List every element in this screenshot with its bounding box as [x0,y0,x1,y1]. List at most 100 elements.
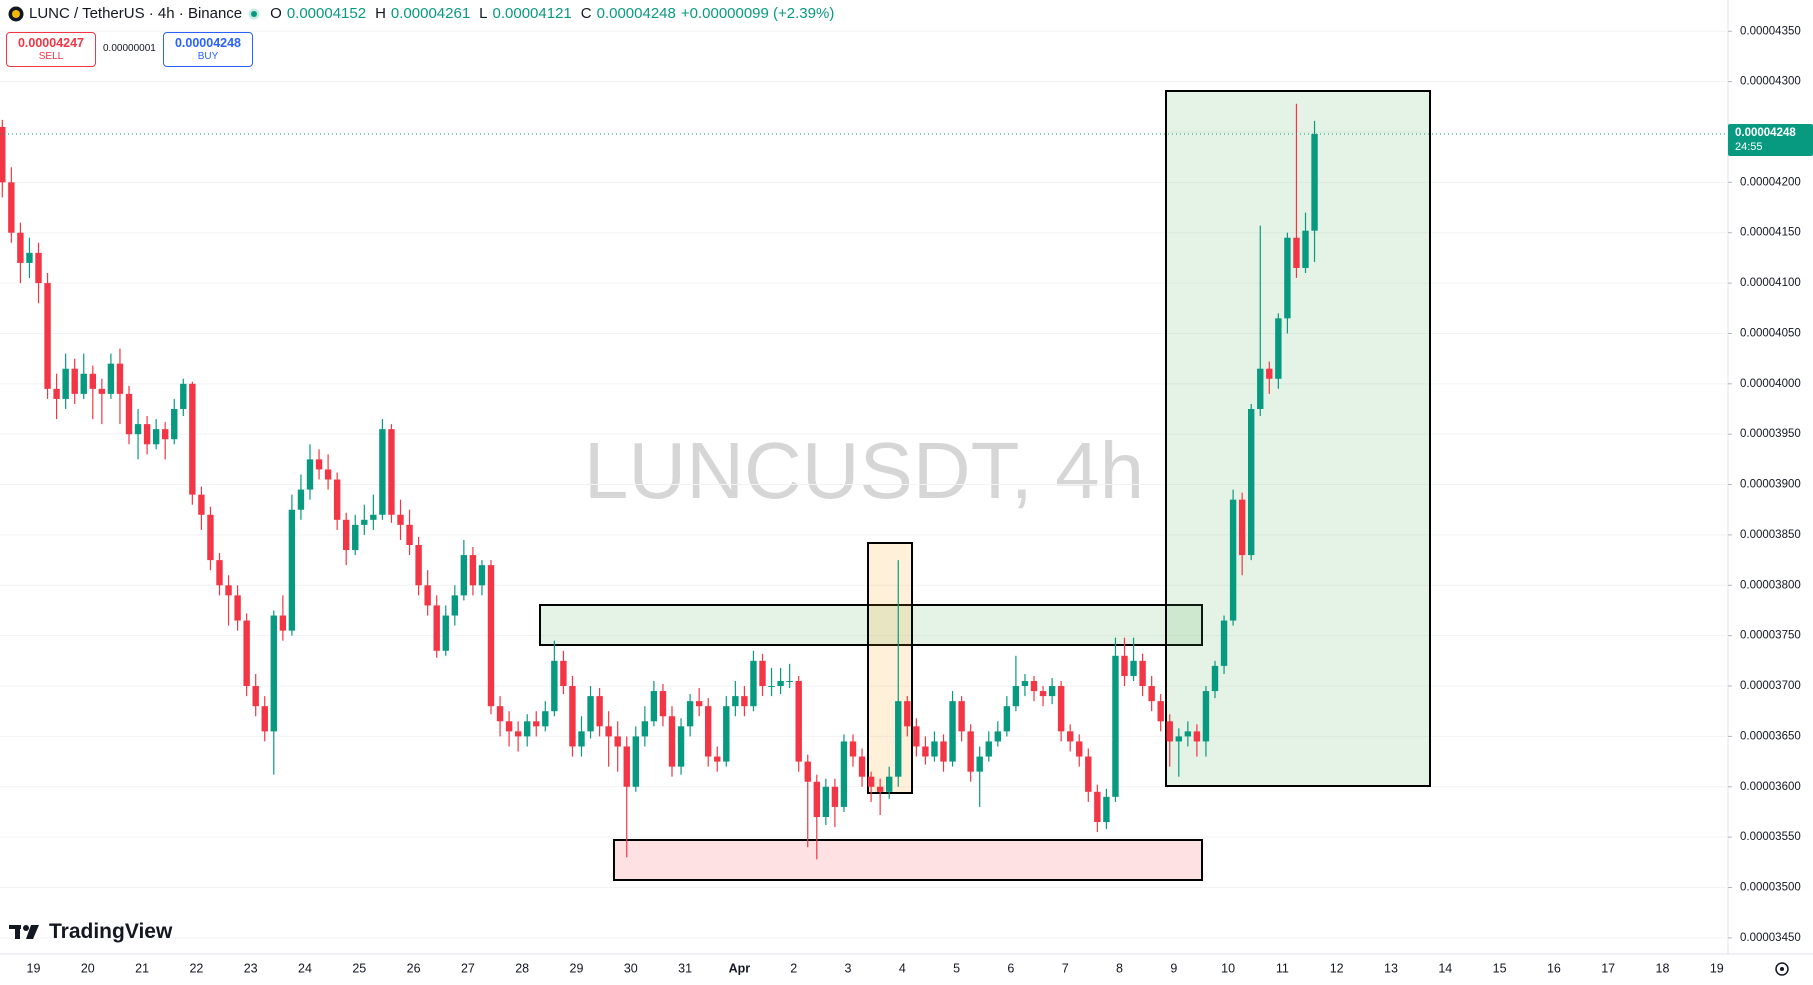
candle-body [804,761,811,782]
brand-name: TradingView [49,920,173,943]
candle-body [243,620,250,687]
candle-body [1139,660,1146,687]
x-tick-label: 10 [1221,961,1235,975]
candle-body [813,781,820,817]
candle-body [8,182,15,233]
breakout-zone [1165,90,1431,787]
candle-body [370,514,377,520]
candle-body [623,746,630,787]
candle-body [207,514,214,561]
candle-body [361,519,368,525]
spread: 0.00000001 [103,43,156,54]
buy-button[interactable]: 0.00004248 BUY [163,32,253,67]
candle-body [1229,499,1237,621]
candle-body [107,363,115,394]
y-tick-label: 0.00003600 [1740,781,1801,793]
x-tick-label: 30 [624,961,638,975]
candle-body [650,691,658,722]
candle-body [1302,230,1309,268]
candle-body [614,736,621,747]
candle-body [496,706,504,722]
candle-body [35,252,42,284]
candle-body [125,393,133,435]
y-tick-label: 0.00003950 [1740,428,1801,440]
sell-button[interactable]: 0.00004247 SELL [6,32,96,67]
candle-body [460,555,468,596]
candle-body [143,424,151,445]
candle-body [189,383,196,495]
candle-body [1067,731,1074,742]
candle-body [560,660,567,687]
candle-body [1021,680,1029,687]
candle-body [433,605,440,651]
candle-body [822,786,830,817]
candle-body [379,429,386,515]
countdown-label: 24:55 [1735,141,1763,153]
candle-body [1039,691,1047,697]
candle-body [415,544,422,586]
candle-body [388,429,395,515]
candle-body [768,686,775,688]
candle-body [1103,796,1110,823]
candle-body [867,776,875,787]
y-tick-label: 0.00003900 [1740,479,1801,491]
candle-body [171,409,178,440]
candle-body [849,741,857,757]
candle-body [1130,660,1137,676]
y-tick-label: 0.00004000 [1740,378,1801,390]
candle-body [750,660,757,707]
open-label: O [270,5,282,22]
watermark: LUNCUSDT, 4h [584,426,1144,515]
candle-body [913,726,920,747]
candle-body [777,680,784,687]
candle-body [451,595,458,616]
low-value: 0.00004121 [492,5,572,22]
candle-body [741,696,748,707]
candle-body [98,388,106,394]
candle-body [659,691,667,717]
y-tick-label: 0.00004200 [1740,176,1801,188]
candle-body [1175,736,1182,742]
candle-body [1085,756,1092,792]
x-tick-label: 7 [1062,961,1069,975]
candle-body [297,489,305,510]
candle-body [1238,499,1246,556]
x-tick-label: 27 [461,961,475,975]
candle-body [343,519,350,551]
candle-body [714,756,721,762]
candle-body [1257,368,1264,410]
candle-body [1094,791,1101,823]
candle-body [17,232,24,263]
candle-body [306,459,314,490]
x-tick-label: 31 [678,961,692,975]
candle-body [180,383,187,410]
settings-icon[interactable] [1775,962,1789,976]
candle-body [279,615,287,631]
candle-body [985,741,992,757]
resistance-zone [539,604,1203,646]
candle-body [931,741,938,757]
y-tick-label: 0.00004300 [1740,76,1801,88]
last-price-tag [1728,123,1813,156]
support-zone [613,839,1203,881]
candle-body [695,701,703,707]
candle-body [958,701,965,732]
candle-body [80,373,87,394]
last-price-label: 0.00004248 [1735,127,1796,139]
brand-logo[interactable]: TradingView [9,920,172,944]
candle-body [505,721,513,732]
candle-body [596,696,603,727]
x-tick-label: 12 [1330,961,1344,975]
x-tick-label: 23 [244,961,258,975]
grid [0,30,1728,939]
low-label: L [479,5,488,22]
x-tick-label: 17 [1601,961,1615,975]
x-tick-label: 13 [1384,961,1398,975]
candle-body [922,746,929,757]
x-tick-label: 5 [953,961,960,975]
candle-body [514,731,522,737]
candle-body [442,615,449,651]
candle-body [406,524,413,545]
x-tick-label: 19 [1710,961,1724,975]
candle-body [1048,686,1056,697]
